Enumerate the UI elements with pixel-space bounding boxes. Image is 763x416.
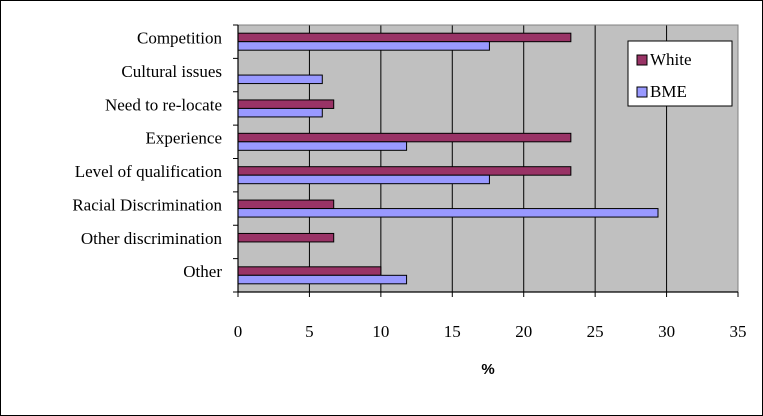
- x-tick-label: 5: [305, 322, 314, 341]
- bar-white: [237, 232, 335, 243]
- category-label: Cultural issues: [121, 62, 222, 81]
- legend: White BME: [627, 40, 733, 107]
- x-tick-label: 25: [587, 322, 604, 341]
- category-labels: Competition Cultural issues Need to re-loc…: [72, 29, 222, 282]
- category-label: Racial Discrimination: [72, 195, 222, 214]
- x-tick-label: 10: [372, 322, 389, 341]
- category-label: Need to re-locate: [105, 95, 222, 114]
- x-tick-label: 0: [234, 322, 243, 341]
- x-tick-label: 35: [730, 322, 747, 341]
- x-tick-labels: 0 5 10 15 20 25 30 35: [234, 322, 747, 341]
- category-label: Level of qualification: [75, 162, 223, 181]
- bar-bme: [237, 74, 323, 85]
- category-label: Other discrimination: [81, 229, 223, 248]
- bar-white: [237, 166, 572, 176]
- bar-white: [237, 132, 572, 143]
- legend-label-white: White: [650, 50, 692, 69]
- legend-swatch-bme: [636, 86, 648, 98]
- x-tick-label: 15: [444, 322, 461, 341]
- bar-bme: [237, 174, 490, 185]
- x-tick-label: 20: [515, 322, 532, 341]
- bar-white: [237, 266, 382, 276]
- x-axis-label: %: [481, 361, 494, 378]
- category-label: Other: [183, 262, 222, 281]
- category-label: Competition: [137, 29, 223, 48]
- bar-bme: [237, 274, 408, 285]
- bar-bme: [237, 208, 659, 218]
- bar-white: [237, 99, 335, 109]
- bar-bme: [237, 41, 490, 51]
- legend-label-bme: BME: [650, 82, 687, 101]
- legend-swatch-white: [636, 54, 648, 66]
- bar-bme: [237, 107, 323, 118]
- x-tick-label: 30: [658, 322, 675, 341]
- bar-white: [237, 32, 572, 43]
- axes: [233, 24, 739, 297]
- bar-white: [237, 199, 335, 210]
- category-label: Experience: [146, 129, 222, 148]
- bar-bme: [237, 141, 408, 151]
